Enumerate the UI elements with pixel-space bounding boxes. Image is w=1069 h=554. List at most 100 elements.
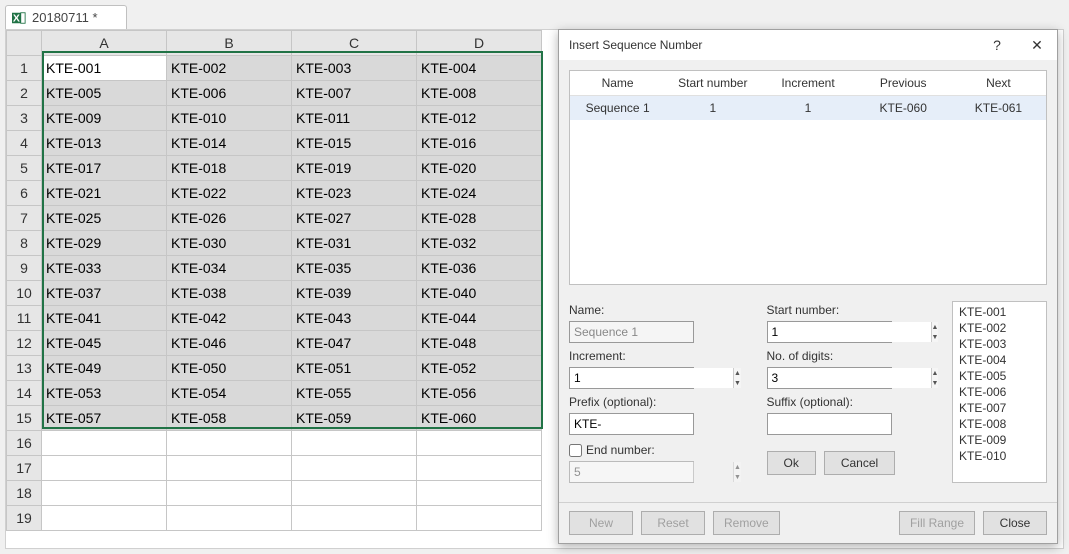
row-header-14[interactable]: 14 [7, 381, 42, 406]
cell-C10[interactable]: KTE-039 [292, 281, 417, 306]
cell-A3[interactable]: KTE-009 [42, 106, 167, 131]
cell-A4[interactable]: KTE-013 [42, 131, 167, 156]
workbook-tab[interactable]: X 20180711 * [5, 5, 127, 29]
increment-input[interactable] [570, 368, 733, 388]
cell-A10[interactable]: KTE-037 [42, 281, 167, 306]
cell-D4[interactable]: KTE-016 [417, 131, 542, 156]
cell-D5[interactable]: KTE-020 [417, 156, 542, 181]
cell-C6[interactable]: KTE-023 [292, 181, 417, 206]
cell-C4[interactable]: KTE-015 [292, 131, 417, 156]
spin-down-icon[interactable]: ▼ [932, 378, 939, 388]
cell-C1[interactable]: KTE-003 [292, 56, 417, 81]
spin-down-icon[interactable]: ▼ [932, 332, 939, 342]
spin-up-icon[interactable]: ▲ [932, 368, 939, 378]
cell-A17[interactable] [42, 456, 167, 481]
spin-down-icon[interactable]: ▼ [734, 378, 741, 388]
cell-B1[interactable]: KTE-002 [167, 56, 292, 81]
cell-D17[interactable] [417, 456, 542, 481]
row-header-17[interactable]: 17 [7, 456, 42, 481]
row-header-1[interactable]: 1 [7, 56, 42, 81]
cell-D12[interactable]: KTE-048 [417, 331, 542, 356]
row-header-13[interactable]: 13 [7, 356, 42, 381]
cell-B9[interactable]: KTE-034 [167, 256, 292, 281]
spin-up-icon[interactable]: ▲ [734, 368, 741, 378]
cell-A19[interactable] [42, 506, 167, 531]
cell-A6[interactable]: KTE-021 [42, 181, 167, 206]
cell-B19[interactable] [167, 506, 292, 531]
cell-B17[interactable] [167, 456, 292, 481]
sequence-row[interactable]: Sequence 1 1 1 KTE-060 KTE-061 [570, 96, 1046, 120]
cell-C13[interactable]: KTE-051 [292, 356, 417, 381]
cell-A2[interactable]: KTE-005 [42, 81, 167, 106]
cell-A13[interactable]: KTE-049 [42, 356, 167, 381]
row-header-19[interactable]: 19 [7, 506, 42, 531]
new-button[interactable]: New [569, 511, 633, 535]
suffix-input[interactable] [767, 413, 892, 435]
close-icon[interactable]: ✕ [1017, 30, 1057, 60]
cell-C3[interactable]: KTE-011 [292, 106, 417, 131]
cell-D18[interactable] [417, 481, 542, 506]
cell-C16[interactable] [292, 431, 417, 456]
cell-D9[interactable]: KTE-036 [417, 256, 542, 281]
cell-D7[interactable]: KTE-028 [417, 206, 542, 231]
row-header-7[interactable]: 7 [7, 206, 42, 231]
cell-C7[interactable]: KTE-027 [292, 206, 417, 231]
tab-close-icon[interactable] [108, 11, 122, 25]
cell-D14[interactable]: KTE-056 [417, 381, 542, 406]
row-header-10[interactable]: 10 [7, 281, 42, 306]
reset-button[interactable]: Reset [641, 511, 705, 535]
sheet-table[interactable]: ABCD1KTE-001KTE-002KTE-003KTE-0042KTE-00… [6, 30, 542, 531]
col-header-A[interactable]: A [42, 31, 167, 56]
row-header-18[interactable]: 18 [7, 481, 42, 506]
cell-D19[interactable] [417, 506, 542, 531]
cell-D10[interactable]: KTE-040 [417, 281, 542, 306]
sequence-list[interactable]: Name Start number Increment Previous Nex… [569, 70, 1047, 285]
cell-C18[interactable] [292, 481, 417, 506]
row-header-15[interactable]: 15 [7, 406, 42, 431]
cell-B7[interactable]: KTE-026 [167, 206, 292, 231]
digits-input[interactable] [768, 368, 931, 388]
col-header-D[interactable]: D [417, 31, 542, 56]
cell-C9[interactable]: KTE-035 [292, 256, 417, 281]
cell-D2[interactable]: KTE-008 [417, 81, 542, 106]
cell-C15[interactable]: KTE-059 [292, 406, 417, 431]
cell-C14[interactable]: KTE-055 [292, 381, 417, 406]
cell-A5[interactable]: KTE-017 [42, 156, 167, 181]
cell-B14[interactable]: KTE-054 [167, 381, 292, 406]
cell-B5[interactable]: KTE-018 [167, 156, 292, 181]
cell-C17[interactable] [292, 456, 417, 481]
cell-D11[interactable]: KTE-044 [417, 306, 542, 331]
cell-B12[interactable]: KTE-046 [167, 331, 292, 356]
close-button[interactable]: Close [983, 511, 1047, 535]
row-header-2[interactable]: 2 [7, 81, 42, 106]
cell-B13[interactable]: KTE-050 [167, 356, 292, 381]
row-header-16[interactable]: 16 [7, 431, 42, 456]
cell-A12[interactable]: KTE-045 [42, 331, 167, 356]
select-all-corner[interactable] [7, 31, 42, 56]
cell-B6[interactable]: KTE-022 [167, 181, 292, 206]
cell-A1[interactable]: KTE-001 [42, 56, 167, 81]
cell-A11[interactable]: KTE-041 [42, 306, 167, 331]
cell-A7[interactable]: KTE-025 [42, 206, 167, 231]
col-header-C[interactable]: C [292, 31, 417, 56]
cell-A8[interactable]: KTE-029 [42, 231, 167, 256]
cell-B2[interactable]: KTE-006 [167, 81, 292, 106]
cell-B18[interactable] [167, 481, 292, 506]
cell-D3[interactable]: KTE-012 [417, 106, 542, 131]
cell-B11[interactable]: KTE-042 [167, 306, 292, 331]
cancel-button[interactable]: Cancel [824, 451, 895, 475]
digits-spinner[interactable]: ▲▼ [767, 367, 892, 389]
cell-B8[interactable]: KTE-030 [167, 231, 292, 256]
remove-button[interactable]: Remove [713, 511, 780, 535]
row-header-5[interactable]: 5 [7, 156, 42, 181]
row-header-6[interactable]: 6 [7, 181, 42, 206]
cell-B3[interactable]: KTE-010 [167, 106, 292, 131]
cell-D6[interactable]: KTE-024 [417, 181, 542, 206]
spin-up-icon[interactable]: ▲ [932, 322, 939, 332]
increment-spinner[interactable]: ▲▼ [569, 367, 694, 389]
cell-C5[interactable]: KTE-019 [292, 156, 417, 181]
cell-A9[interactable]: KTE-033 [42, 256, 167, 281]
cell-B16[interactable] [167, 431, 292, 456]
row-header-8[interactable]: 8 [7, 231, 42, 256]
help-icon[interactable]: ? [977, 30, 1017, 60]
